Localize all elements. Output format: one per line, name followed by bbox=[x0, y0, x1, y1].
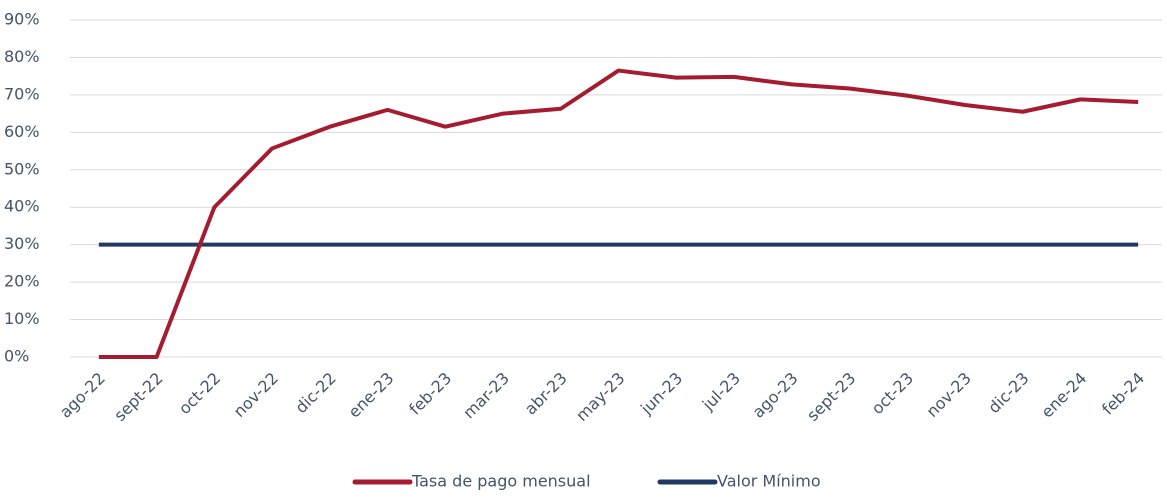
y-tick-label: 50% bbox=[4, 159, 40, 178]
x-tick-label: feb-23 bbox=[405, 369, 455, 419]
x-tick-label: nov-23 bbox=[923, 369, 975, 421]
x-tick-label: ago-22 bbox=[56, 369, 109, 422]
series-line bbox=[98, 68, 1139, 359]
x-tick-label: ago-23 bbox=[749, 369, 802, 422]
y-tick-label: 30% bbox=[4, 234, 40, 253]
x-tick-label: sept-23 bbox=[803, 369, 859, 425]
x-tick-label: abr-23 bbox=[521, 369, 571, 419]
x-tick-label: mar-23 bbox=[459, 369, 513, 423]
x-tick-label: jun-23 bbox=[636, 369, 686, 419]
x-tick-label: feb-24 bbox=[1098, 369, 1148, 419]
x-tick-label: sept-22 bbox=[110, 369, 166, 425]
y-tick-label: 0% bbox=[4, 347, 29, 366]
x-tick-label: may-23 bbox=[572, 369, 628, 425]
legend-label: Tasa de pago mensual bbox=[411, 472, 591, 491]
y-tick-label: 10% bbox=[4, 309, 40, 328]
x-tick-label: oct-22 bbox=[175, 369, 224, 418]
x-tick-label: ene-23 bbox=[345, 369, 398, 422]
y-tick-label: 90% bbox=[4, 10, 40, 29]
x-tick-label: dic-23 bbox=[984, 369, 1032, 417]
x-tick-label: jul-23 bbox=[698, 369, 744, 415]
y-tick-label: 40% bbox=[4, 197, 40, 216]
y-tick-label: 60% bbox=[4, 122, 40, 141]
x-tick-label: oct-23 bbox=[868, 369, 917, 418]
y-tick-label: 70% bbox=[4, 84, 40, 103]
x-tick-label: ene-24 bbox=[1037, 369, 1090, 422]
y-tick-label: 20% bbox=[4, 272, 40, 291]
x-tick-label: nov-22 bbox=[230, 369, 282, 421]
y-tick-label: 80% bbox=[4, 47, 40, 66]
x-tick-label: dic-22 bbox=[291, 369, 339, 417]
legend-label: Valor Mínimo bbox=[717, 472, 821, 491]
